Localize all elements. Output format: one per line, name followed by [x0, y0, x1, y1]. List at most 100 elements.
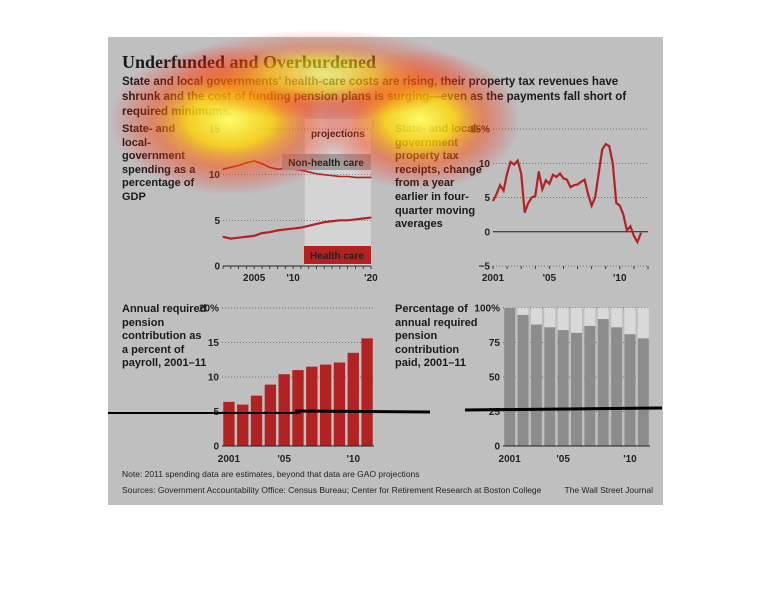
chart2-point [598, 172, 600, 175]
chart1-xtick-label: '10 [286, 273, 300, 284]
chart2-point [559, 172, 561, 175]
chart2-point [594, 196, 596, 199]
series-label-box [304, 246, 371, 264]
chart3-xtick-label: '10 [347, 454, 361, 465]
chart2-point [534, 195, 536, 197]
chart4-ytick-label: 75 [489, 338, 501, 349]
chart1-xtick-label: '20 [364, 273, 378, 284]
chart1-ytick-label: 15 [209, 125, 221, 136]
chart1-point [315, 223, 318, 225]
chart2-point [605, 143, 607, 145]
chart1-point [253, 235, 255, 237]
chart1-point [245, 236, 247, 238]
chart3-ytick-label: 20% [199, 304, 219, 315]
chart4-bar [584, 325, 596, 446]
projection-label: projections [311, 129, 365, 140]
chart1-point [292, 227, 294, 230]
chart4-bar [530, 324, 542, 446]
chart3-bar [264, 384, 277, 446]
chart1-point [269, 231, 271, 233]
chart2-point [615, 202, 617, 204]
chart2-point [583, 179, 586, 181]
chart2-point [580, 181, 582, 183]
chart1-point [222, 168, 224, 170]
chart2-xtick-label: 2001 [482, 273, 505, 284]
chart1-point [354, 218, 357, 221]
chart2-point [531, 196, 533, 199]
chart1-point [323, 221, 325, 223]
chart2-ytick-label: 10 [479, 159, 491, 170]
chart1-point [339, 175, 341, 178]
chart2-point [538, 170, 540, 173]
chart3-ytick-label: 15 [208, 338, 220, 349]
series-label-nonhealth: Non-health care [288, 158, 364, 169]
chart1-series-line [222, 216, 372, 240]
chart2-point [566, 179, 568, 181]
chart1-point [230, 166, 232, 168]
chart4-bar [611, 327, 623, 446]
chart4-bar [624, 334, 636, 446]
chart4-bar [504, 308, 516, 446]
figure-sources: Sources: Government Accountability Offic… [122, 485, 542, 495]
chart1-point [370, 216, 372, 219]
chart2-series-line [492, 142, 642, 245]
chart1-point [323, 174, 325, 176]
chart2-point [636, 241, 639, 243]
chart2-ytick-label: 15% [470, 125, 490, 136]
chart1-point [354, 176, 357, 179]
chart2-point [527, 202, 529, 204]
chart2-xtick-label: '10 [613, 273, 627, 284]
chart3-xtick-label: 2001 [218, 454, 241, 465]
chart4-xtick-label: '10 [623, 454, 637, 465]
chart1-point [308, 171, 310, 173]
chart2-point [499, 184, 501, 186]
chart2-ytick-label: 5 [484, 193, 490, 204]
chart3-description: Annual required pension contribution as … [122, 303, 207, 370]
chart1-point [339, 219, 341, 221]
chart4-bar [597, 319, 609, 446]
chart2-point [517, 159, 519, 162]
chart4-bar [517, 314, 529, 446]
chart3-bar [361, 338, 373, 446]
chart4-ytick-label: 100% [474, 304, 500, 315]
chart2-point [492, 200, 494, 202]
chart1-ytick-label: 0 [214, 262, 220, 273]
chart2-point [576, 183, 579, 186]
chart2-point [573, 184, 575, 186]
chart3-xtick-label: '05 [277, 454, 291, 465]
chart4-bar [637, 338, 649, 446]
chart1-point [237, 164, 240, 167]
chart2-point [562, 177, 565, 179]
chart1-point [347, 175, 349, 178]
chart1-point [308, 225, 310, 227]
figure-credit: The Wall Street Journal [564, 485, 654, 495]
chart1-point [261, 232, 263, 234]
chart2-point [495, 193, 498, 195]
chart3-ytick-label: 5 [213, 407, 219, 418]
chart3-bar [278, 374, 290, 446]
chart1-xtick-label: 2005 [243, 273, 266, 284]
chart2-point [619, 205, 621, 207]
chart2-xtick-label: '05 [543, 273, 557, 284]
chart2-point [506, 172, 508, 175]
figure-note: Note: 2011 spending data are estimates, … [122, 469, 420, 479]
chart2-point [612, 162, 614, 164]
chart2-ytick-label: 0 [484, 227, 490, 238]
chart2-point [601, 148, 603, 151]
chart2-point [541, 188, 543, 190]
chart1-point [237, 237, 240, 239]
projection-shade [304, 119, 371, 266]
chart1-point [245, 162, 247, 164]
chart2-point [520, 172, 522, 175]
chart3-ytick-label: 10 [208, 373, 220, 384]
chart1-point [276, 168, 279, 170]
chart2-point [524, 211, 526, 214]
chart1-point [362, 217, 364, 220]
chart-health-spending: 0 5 10 15 projections Non-health care Health c… [199, 119, 650, 465]
chart1-point [362, 176, 364, 179]
chart2-point [552, 174, 554, 176]
chart1-point [253, 160, 255, 162]
chart3-bar [223, 401, 235, 446]
chart1-ytick-label: 10 [209, 170, 221, 181]
chart3-ytick-label: 0 [213, 442, 219, 453]
